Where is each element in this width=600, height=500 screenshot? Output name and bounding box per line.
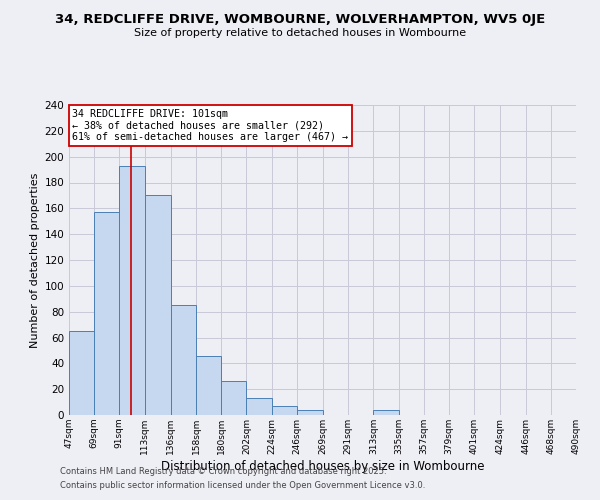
Bar bbox=[94, 212, 119, 415]
Bar bbox=[119, 166, 145, 415]
Bar bbox=[196, 356, 221, 415]
Text: Contains HM Land Registry data © Crown copyright and database right 2025.: Contains HM Land Registry data © Crown c… bbox=[60, 467, 386, 476]
Bar bbox=[297, 410, 323, 415]
Bar bbox=[272, 406, 297, 415]
Text: 34, REDCLIFFE DRIVE, WOMBOURNE, WOLVERHAMPTON, WV5 0JE: 34, REDCLIFFE DRIVE, WOMBOURNE, WOLVERHA… bbox=[55, 12, 545, 26]
Text: 34 REDCLIFFE DRIVE: 101sqm
← 38% of detached houses are smaller (292)
61% of sem: 34 REDCLIFFE DRIVE: 101sqm ← 38% of deta… bbox=[73, 109, 349, 142]
Bar bbox=[69, 331, 94, 415]
X-axis label: Distribution of detached houses by size in Wombourne: Distribution of detached houses by size … bbox=[161, 460, 484, 472]
Bar bbox=[171, 305, 196, 415]
Y-axis label: Number of detached properties: Number of detached properties bbox=[30, 172, 40, 348]
Bar bbox=[221, 382, 247, 415]
Text: Size of property relative to detached houses in Wombourne: Size of property relative to detached ho… bbox=[134, 28, 466, 38]
Bar bbox=[373, 410, 398, 415]
Text: Contains public sector information licensed under the Open Government Licence v3: Contains public sector information licen… bbox=[60, 481, 425, 490]
Bar bbox=[145, 196, 171, 415]
Bar bbox=[247, 398, 272, 415]
